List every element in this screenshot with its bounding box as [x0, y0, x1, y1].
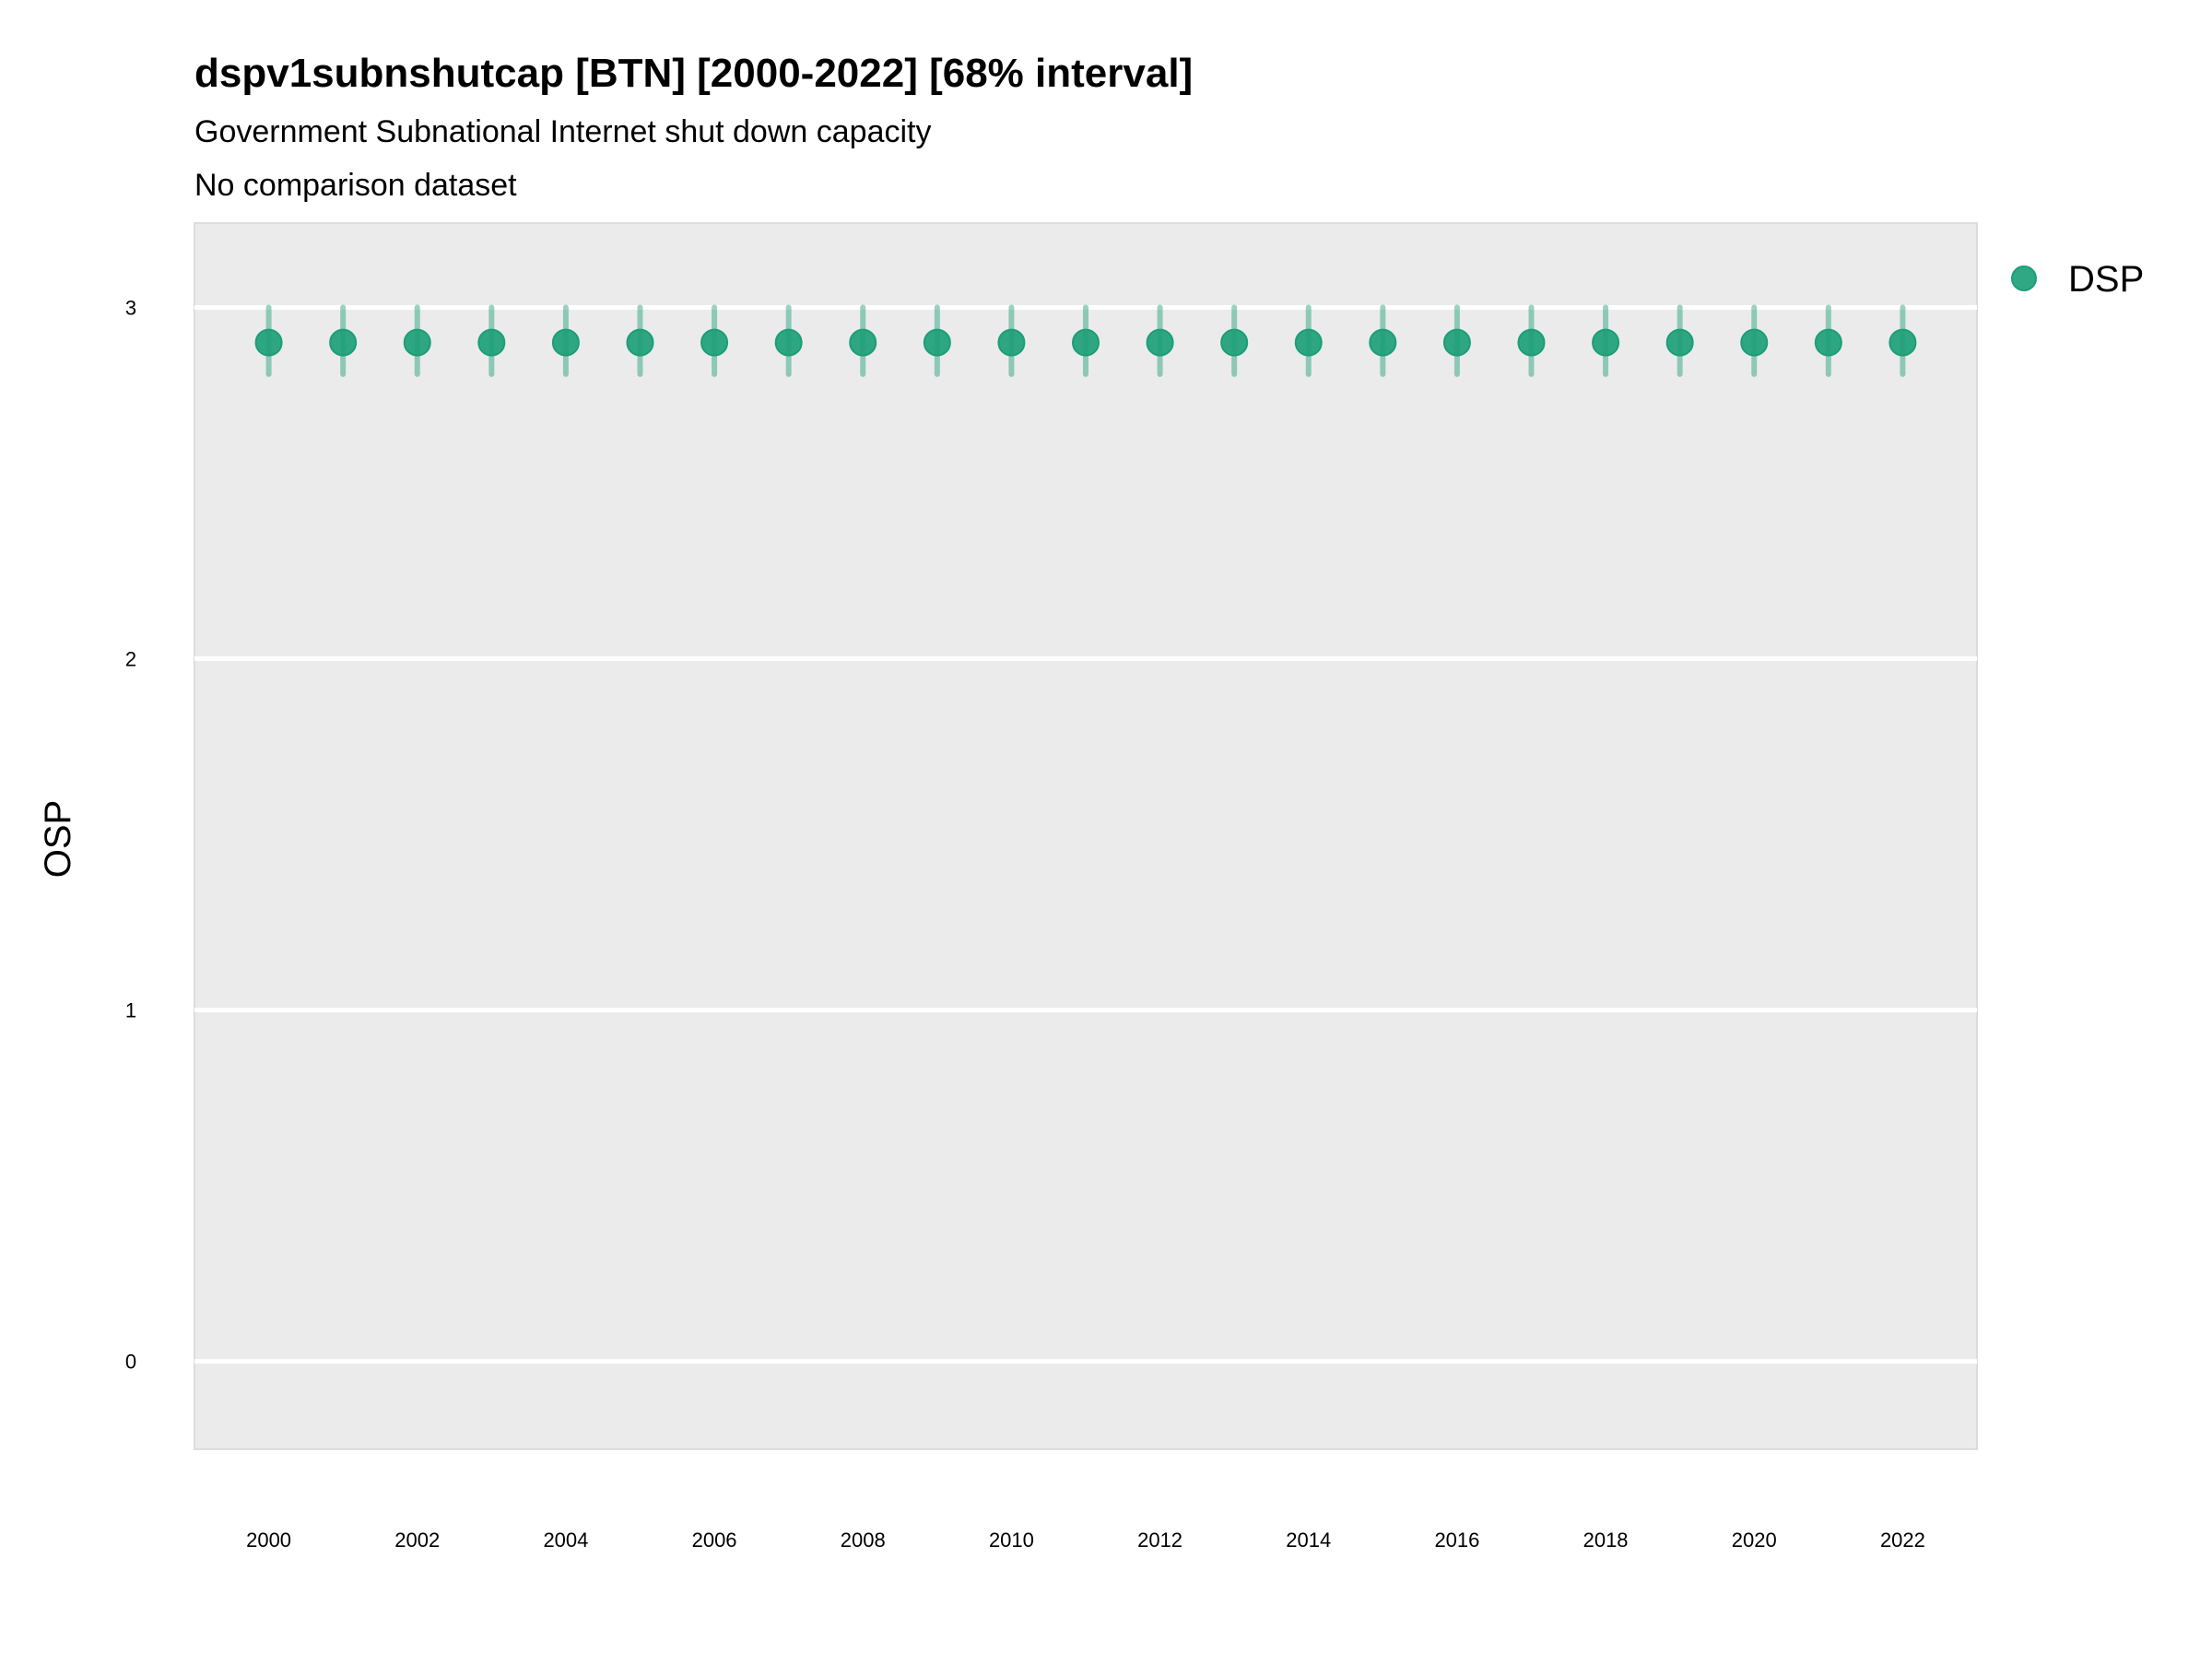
legend: DSP [2011, 259, 2144, 300]
chart-subtitle: Government Subnational Internet shut dow… [194, 114, 931, 149]
x-tick-label: 2016 [1434, 1528, 1479, 1552]
data-point [1740, 328, 1769, 357]
data-point [1665, 328, 1694, 357]
data-point [329, 328, 358, 357]
x-tick-label: 2018 [1583, 1528, 1629, 1552]
y-axis-ticks: 0 1 2 3 [125, 296, 136, 1373]
data-point [626, 328, 654, 357]
x-tick-label: 2010 [989, 1528, 1034, 1552]
data-point [1814, 328, 1842, 357]
x-axis-ticks: 2000 2002 2004 2006 2008 2010 2012 2014 2016 2018… [246, 1528, 1925, 1552]
legend-label-dsp: DSP [2068, 259, 2144, 300]
y-tick-label: 3 [125, 296, 136, 319]
data-point [923, 328, 951, 357]
data-point [551, 328, 580, 357]
data-point [997, 328, 1026, 357]
x-tick-label: 2002 [394, 1528, 440, 1552]
y-tick-label: 1 [125, 999, 136, 1022]
data-point [254, 328, 283, 357]
series-dsp [254, 304, 1917, 377]
x-tick-label: 2006 [692, 1528, 737, 1552]
data-point [1888, 328, 1917, 357]
x-tick-label: 2008 [841, 1528, 886, 1552]
data-point [849, 328, 877, 357]
chart-title: dspv1subnshutcap [BTN] [2000-2022] [68% … [194, 51, 1193, 96]
data-point [403, 328, 431, 357]
data-point [774, 328, 803, 357]
x-tick-label: 2014 [1286, 1528, 1331, 1552]
x-tick-label: 2022 [1880, 1528, 1925, 1552]
y-tick-label: 2 [125, 648, 136, 671]
data-point [1442, 328, 1471, 357]
x-tick-label: 2012 [1137, 1528, 1182, 1552]
chart-subtitle-2: No comparison dataset [194, 168, 517, 203]
plot-panel [194, 222, 1978, 1450]
y-tick-label: 0 [125, 1351, 136, 1374]
data-point [1592, 328, 1620, 357]
legend-swatch-dsp [2011, 266, 2037, 291]
data-point [1146, 328, 1174, 357]
data-point [1369, 328, 1397, 357]
data-point [700, 328, 729, 357]
data-point [1517, 328, 1546, 357]
data-point [1294, 328, 1323, 357]
gridlines [194, 304, 1977, 1364]
x-tick-label: 2004 [543, 1528, 588, 1552]
data-point [1072, 328, 1100, 357]
data-point [1220, 328, 1249, 357]
y-axis-label: OSP [38, 800, 78, 878]
x-tick-label: 2000 [246, 1528, 291, 1552]
data-point [477, 328, 506, 357]
x-tick-label: 2020 [1732, 1528, 1777, 1552]
